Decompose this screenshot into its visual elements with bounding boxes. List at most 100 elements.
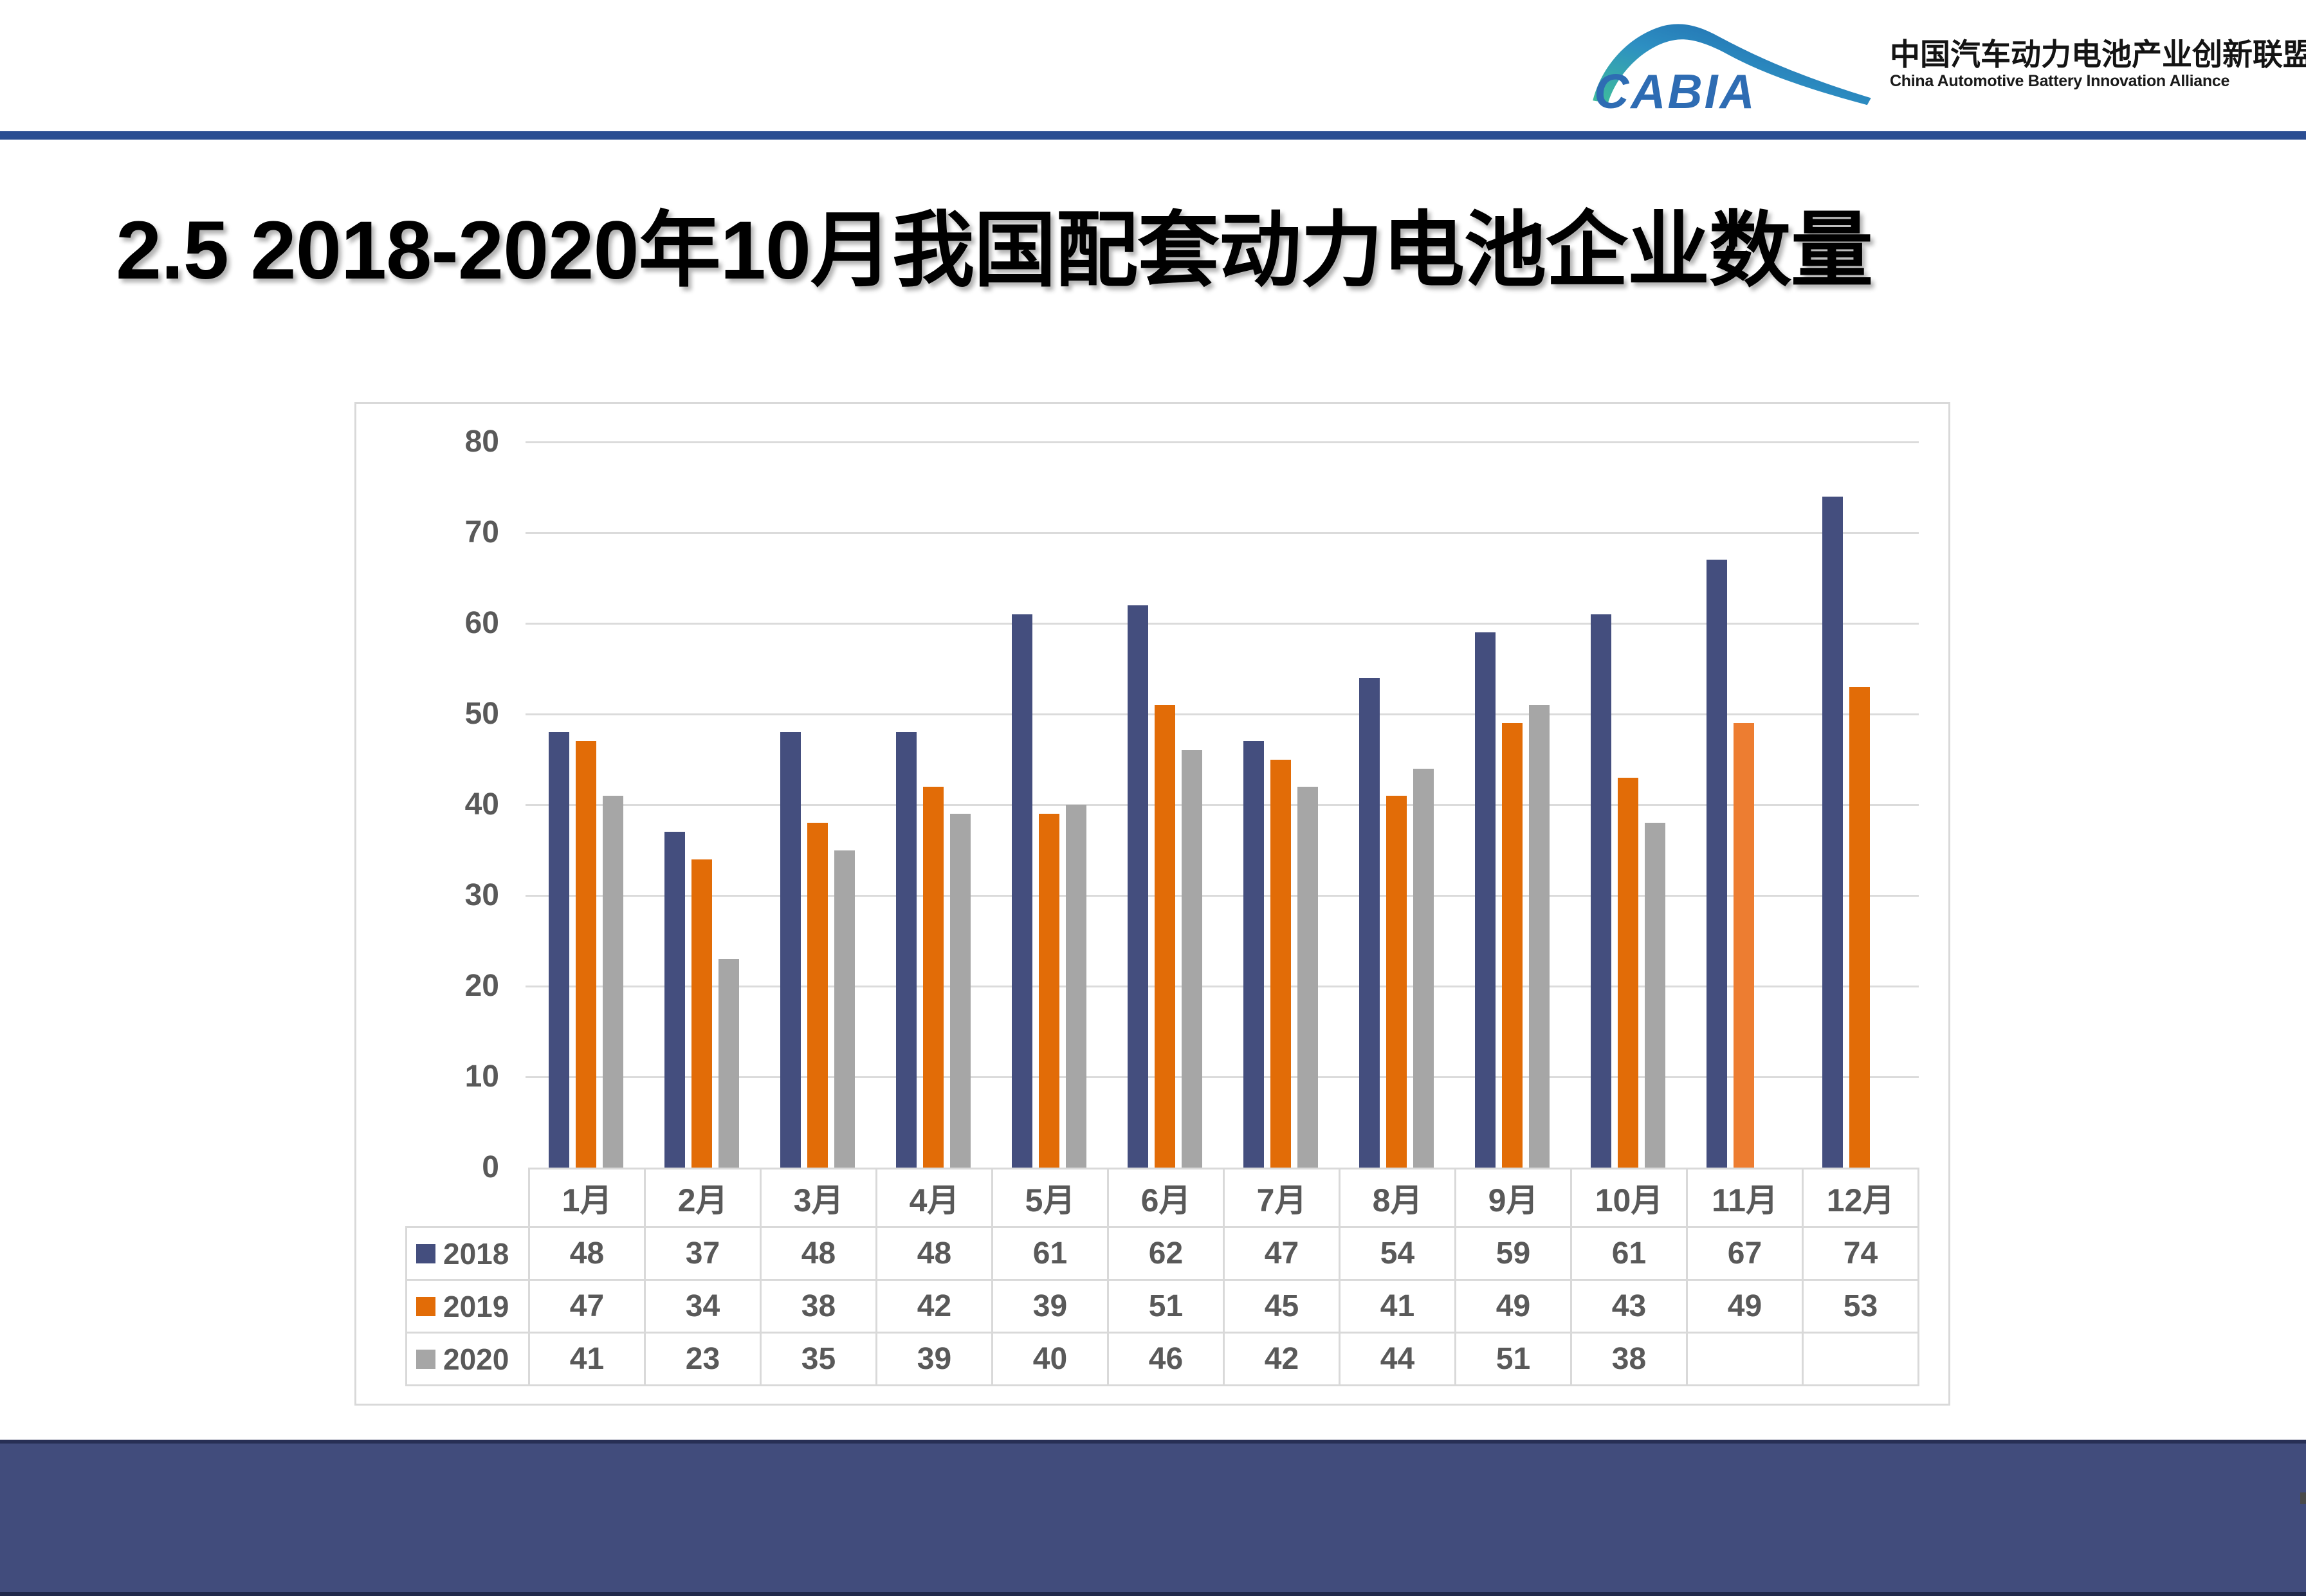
gridline-80 (526, 441, 1919, 443)
table-cell-2019-1月: 47 (528, 1279, 646, 1334)
bar-2019-1月 (576, 741, 596, 1168)
bar-2019-11月 (1734, 723, 1754, 1168)
bar-2018-2月 (664, 832, 685, 1168)
bar-2019-9月 (1502, 723, 1523, 1168)
bar-2020-10月 (1645, 823, 1665, 1168)
table-cell-2019-9月: 49 (1454, 1279, 1572, 1334)
month-header-6月: 6月 (1107, 1168, 1225, 1228)
gridline-10 (526, 1076, 1919, 1078)
gridline-20 (526, 986, 1919, 987)
table-cell-2019-6月: 51 (1107, 1279, 1225, 1334)
header-divider (0, 131, 2306, 140)
cabia-logo: CABIA (1593, 24, 1871, 116)
y-axis-label-20: 20 (464, 969, 499, 1003)
table-cell-2019-2月: 34 (644, 1279, 762, 1334)
table-cell-2018-7月: 47 (1223, 1226, 1341, 1281)
month-header-12月: 12月 (1802, 1168, 1919, 1228)
gridline-70 (526, 532, 1919, 534)
y-axis-label-80: 80 (464, 425, 499, 459)
bar-2018-10月 (1591, 614, 1611, 1168)
table-cell-2019-11月: 49 (1686, 1279, 1804, 1334)
bar-2020-6月 (1182, 750, 1202, 1168)
bar-2020-2月 (718, 959, 739, 1168)
y-axis-label-50: 50 (464, 697, 499, 731)
bar-2020-5月 (1066, 805, 1086, 1168)
page-title: 2.5 2018-2020年10月我国配套动力电池企业数量 (116, 205, 1873, 297)
logo-text-english: China Automotive Battery Innovation Alli… (1890, 72, 2230, 90)
table-cell-2018-11月: 67 (1686, 1226, 1804, 1281)
month-header-3月: 3月 (760, 1168, 877, 1228)
bar-2018-1月 (549, 732, 569, 1168)
legend-label-2019: 2019 (443, 1289, 509, 1323)
table-cell-2018-3月: 48 (760, 1226, 877, 1281)
bar-2019-8月 (1386, 795, 1407, 1168)
bar-2018-5月 (1012, 614, 1032, 1168)
cabia-wordmark: CABIA (1594, 64, 1756, 116)
table-cell-2018-2月: 37 (644, 1226, 762, 1281)
bar-2019-2月 (691, 859, 712, 1168)
bar-2019-4月 (923, 786, 944, 1168)
bar-2018-12月 (1822, 496, 1843, 1168)
gridline-60 (526, 623, 1919, 625)
table-cell-2019-8月: 41 (1339, 1279, 1456, 1334)
bar-2019-6月 (1155, 704, 1175, 1168)
table-cell-2020-7月: 42 (1223, 1332, 1341, 1386)
table-cell-2019-3月: 38 (760, 1279, 877, 1334)
bar-2020-7月 (1297, 786, 1318, 1168)
month-header-1月: 1月 (528, 1168, 646, 1228)
y-axis-label-10: 10 (464, 1059, 499, 1094)
table-cell-2020-2月: 23 (644, 1332, 762, 1386)
month-header-7月: 7月 (1223, 1168, 1341, 1228)
table-cell-2018-8月: 54 (1339, 1226, 1456, 1281)
month-header-8月: 8月 (1339, 1168, 1456, 1228)
month-header-4月: 4月 (875, 1168, 993, 1228)
y-axis-label-60: 60 (464, 606, 499, 640)
legend-swatch-2020 (416, 1349, 435, 1369)
table-cell-2020-4月: 39 (875, 1332, 993, 1386)
bar-2020-9月 (1529, 704, 1550, 1168)
bar-2018-9月 (1475, 632, 1496, 1168)
chart-panel: 0 10 20 30 40 50 60 70 80 1月 2月 3月 4月 5月 6月 7月 8月 9月 10月 11… (354, 402, 1950, 1406)
table-cell-2019-12月: 53 (1802, 1279, 1919, 1334)
legend-label-2020: 2020 (443, 1342, 509, 1376)
table-cell-2020-12月 (1802, 1332, 1919, 1386)
table-cell-2018-10月: 61 (1570, 1226, 1688, 1281)
bar-2019-7月 (1270, 759, 1291, 1168)
gridline-50 (526, 713, 1919, 715)
bar-2020-8月 (1413, 768, 1434, 1168)
bar-2019-3月 (807, 823, 828, 1168)
gridline-40 (526, 804, 1919, 806)
table-cell-2020-9月: 51 (1454, 1332, 1572, 1386)
month-header-10月: 10月 (1570, 1168, 1688, 1228)
legend-cell-2018: 2018 (405, 1226, 530, 1281)
legend-label-2018: 2018 (443, 1236, 509, 1270)
y-axis-label-0: 0 (482, 1150, 499, 1184)
table-cell-2019-10月: 43 (1570, 1279, 1688, 1334)
table-cell-2019-4月: 42 (875, 1279, 993, 1334)
legend-cell-2020: 2020 (405, 1332, 530, 1386)
month-header-5月: 5月 (991, 1168, 1109, 1228)
table-cell-2020-5月: 40 (991, 1332, 1109, 1386)
bar-2020-4月 (950, 814, 971, 1168)
table-cell-2019-5月: 39 (991, 1279, 1109, 1334)
legend-swatch-2019 (416, 1296, 435, 1316)
table-cell-2018-9月: 59 (1454, 1226, 1572, 1281)
month-header-11月: 11月 (1686, 1168, 1804, 1228)
bar-2020-1月 (603, 795, 623, 1168)
y-axis-label-40: 40 (464, 787, 499, 821)
car-swoosh-icon (1593, 24, 1871, 105)
y-axis-label-30: 30 (464, 878, 499, 912)
table-cell-2018-4月: 48 (875, 1226, 993, 1281)
gridline-30 (526, 895, 1919, 897)
table-cell-2018-12月: 74 (1802, 1226, 1919, 1281)
bar-2018-8月 (1359, 677, 1380, 1168)
table-cell-2018-1月: 48 (528, 1226, 646, 1281)
bar-2019-12月 (1849, 686, 1870, 1168)
month-header-2月: 2月 (644, 1168, 762, 1228)
table-cell-2020-3月: 35 (760, 1332, 877, 1386)
legend-swatch-2018 (416, 1243, 435, 1263)
table-cell-2019-7月: 45 (1223, 1279, 1341, 1334)
table-cell-2018-6月: 62 (1107, 1226, 1225, 1281)
y-axis-label-70: 70 (464, 515, 499, 549)
bar-2020-3月 (834, 850, 855, 1168)
